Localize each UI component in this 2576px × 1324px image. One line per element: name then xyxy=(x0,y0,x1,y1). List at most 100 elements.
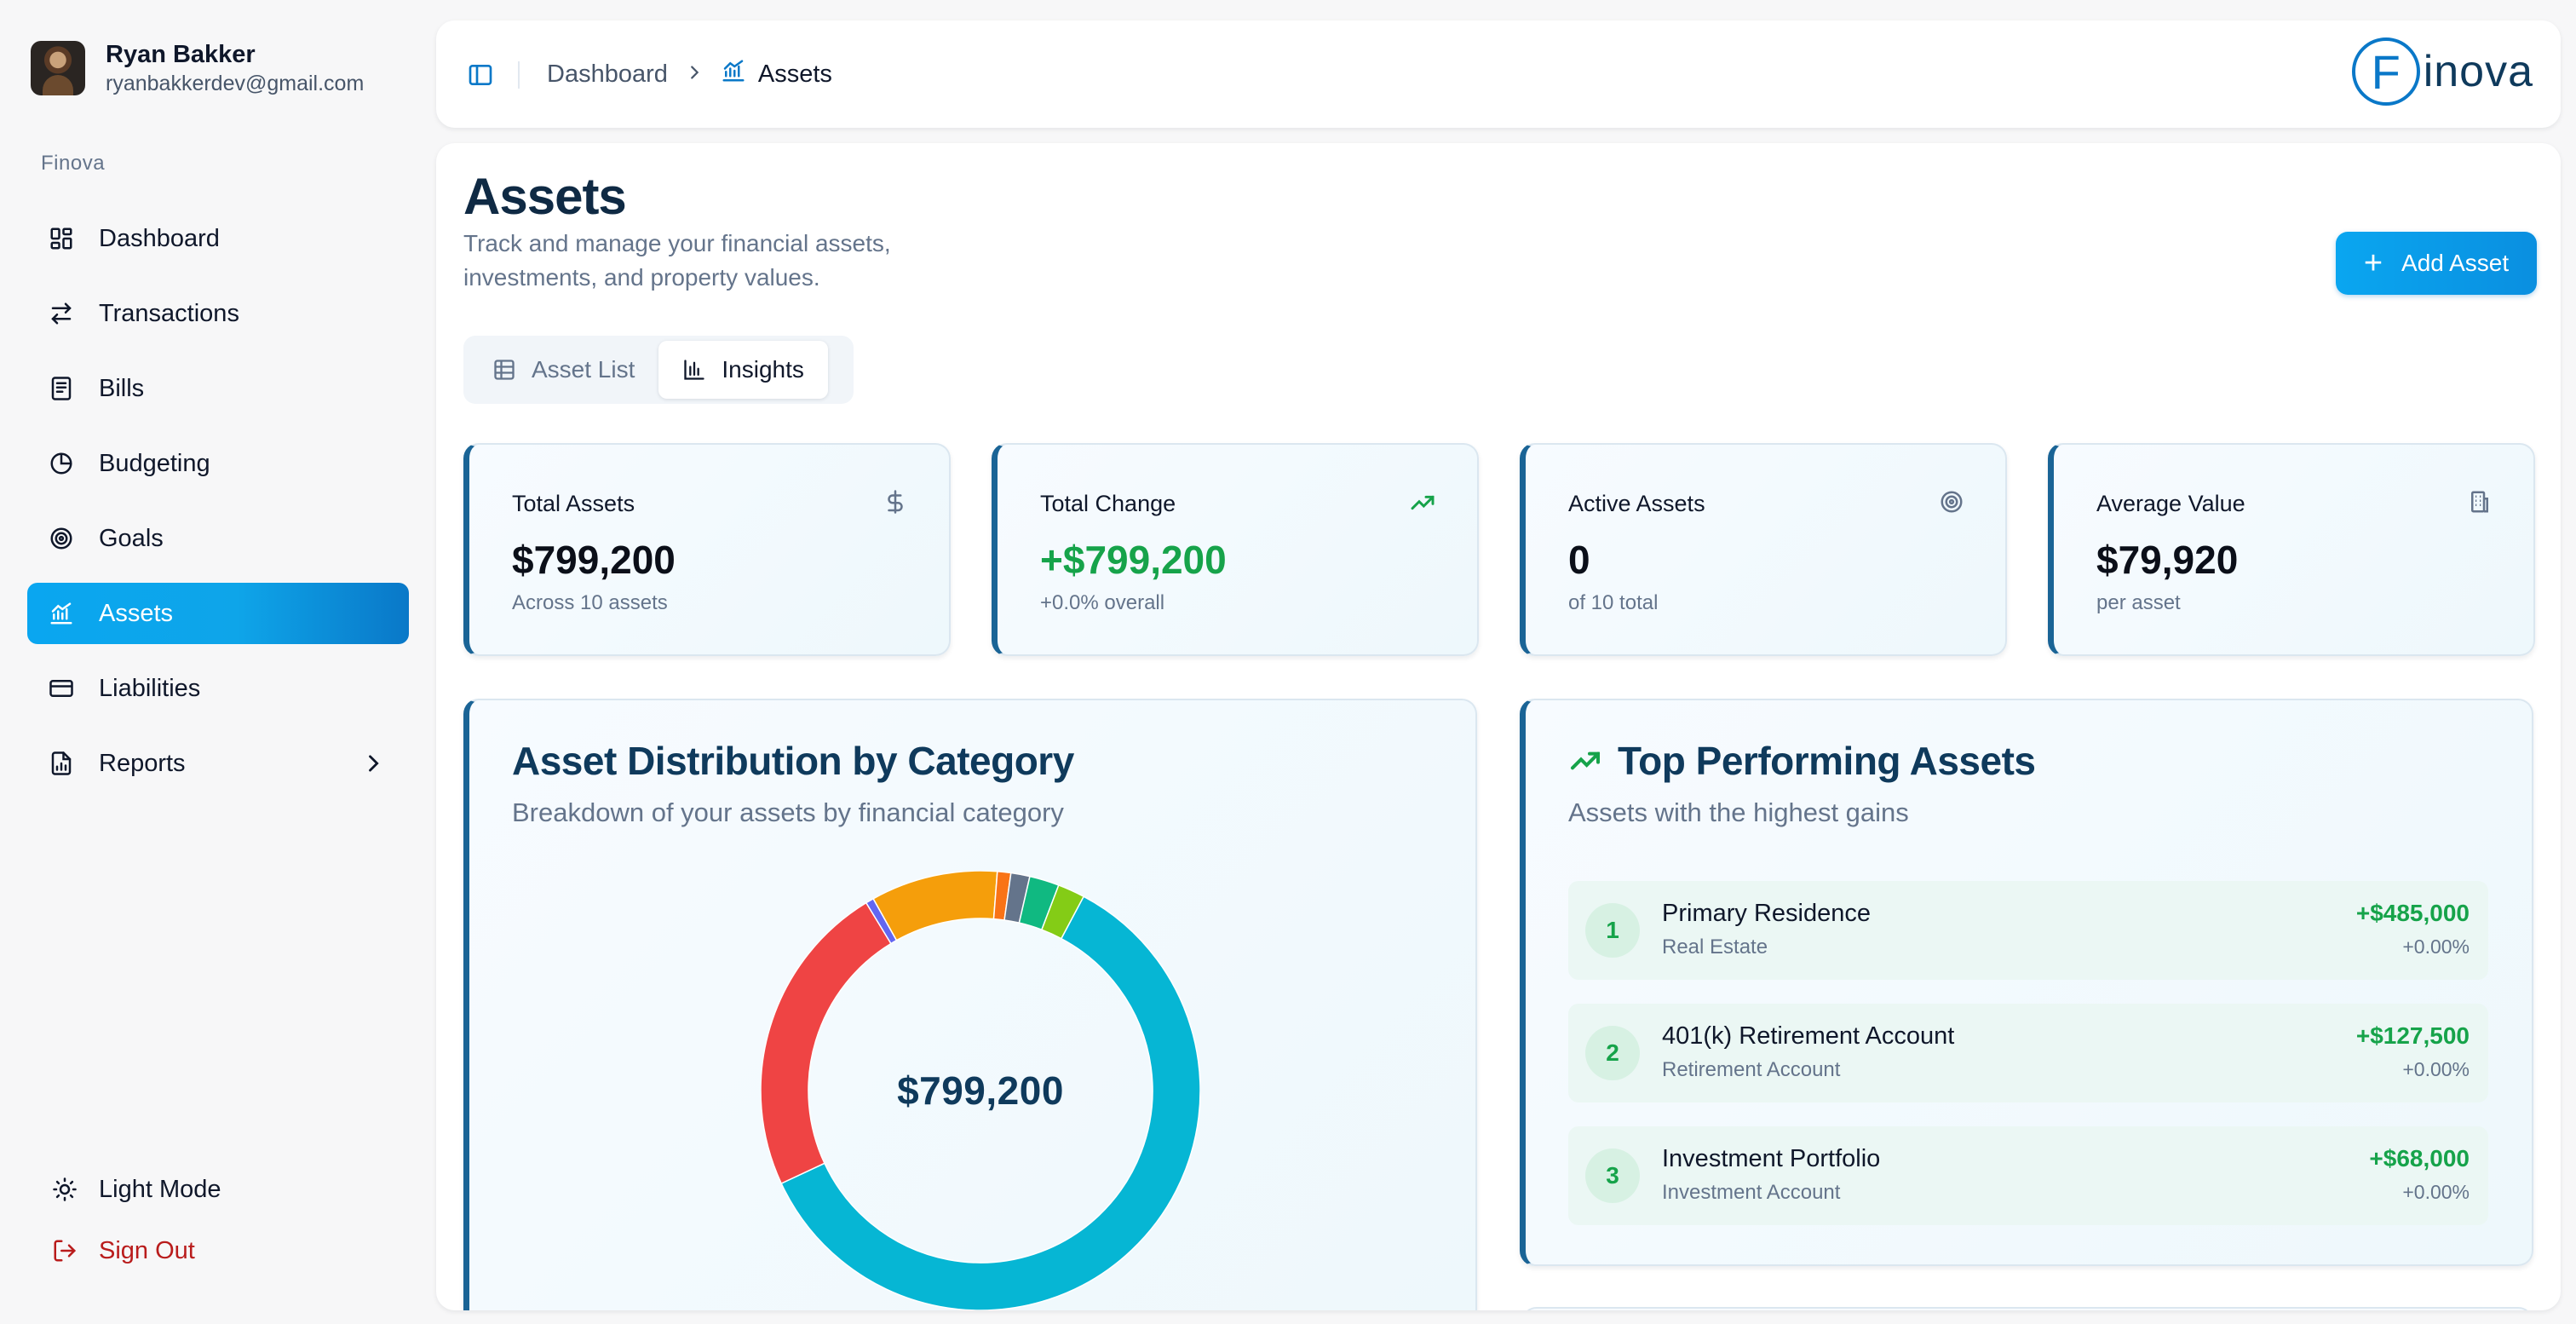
asset-distribution-card: Asset Distribution by Category Breakdown… xyxy=(463,699,1477,1310)
view-tabs: Asset List Insights xyxy=(463,336,854,404)
sidebar-item-label: Bills xyxy=(99,374,145,402)
stat-label: Active Assets xyxy=(1568,491,1705,516)
sidebar-item-reports[interactable]: Reports xyxy=(27,733,409,794)
stat-subtext: Across 10 assets xyxy=(512,591,668,614)
next-card-peek xyxy=(1521,1307,2533,1310)
tab-asset-list[interactable]: Asset List xyxy=(469,341,658,399)
sidebar-footer: Light Mode Sign Out xyxy=(51,1176,221,1298)
trend-up-icon xyxy=(1568,744,1602,778)
breadcrumb-assets: Assets xyxy=(757,60,832,88)
sidebar-item-goals[interactable]: Goals xyxy=(27,508,409,569)
sidebar-item-assets[interactable]: Assets xyxy=(27,583,409,644)
sidebar-toggle-icon[interactable] xyxy=(467,61,494,93)
sidebar-nav: Dashboard Transactions Bills Budgeting G… xyxy=(27,208,409,808)
page-title: Assets xyxy=(463,168,627,225)
chevron-right-icon xyxy=(685,60,704,89)
card-title: Asset Distribution by Category xyxy=(512,739,1074,783)
rank-badge: 1 xyxy=(1585,903,1640,958)
light-mode-toggle[interactable]: Light Mode xyxy=(51,1176,221,1203)
chart-icon xyxy=(48,600,75,627)
asset-category: Real Estate xyxy=(1662,935,1768,958)
tab-label: Insights xyxy=(722,356,804,383)
main-panel: Assets Track and manage your financial a… xyxy=(436,143,2561,1310)
sign-out-label: Sign Out xyxy=(99,1236,195,1264)
stat-value: $79,920 xyxy=(2096,538,2239,582)
sidebar-item-label: Budgeting xyxy=(99,449,210,477)
building-icon xyxy=(2467,489,2493,519)
card-title-text: Top Performing Assets xyxy=(1618,739,2036,783)
user-profile[interactable]: Ryan Bakker ryanbakkerdev@gmail.com xyxy=(31,39,364,97)
sidebar-item-budgeting[interactable]: Budgeting xyxy=(27,433,409,494)
avatar xyxy=(31,41,85,95)
logo-mark: F xyxy=(2351,37,2420,106)
stat-subtext: +0.0% overall xyxy=(1040,591,1165,614)
sidebar-section-label: Finova xyxy=(41,152,106,175)
asset-gain: +$485,000 xyxy=(2355,900,2470,926)
arrows-icon xyxy=(48,300,75,327)
donut-center-total: $799,200 xyxy=(897,1068,1064,1113)
sidebar-item-label: Transactions xyxy=(99,299,239,327)
sidebar: Ryan Bakker ryanbakkerdev@gmail.com Fino… xyxy=(0,0,426,1324)
stat-subtext: per asset xyxy=(2096,591,2181,614)
light-mode-label: Light Mode xyxy=(99,1175,221,1203)
sign-out-icon xyxy=(51,1237,78,1264)
list-item[interactable]: 2 401(k) Retirement Account Retirement A… xyxy=(1568,1004,2488,1102)
sign-out-button[interactable]: Sign Out xyxy=(51,1237,221,1264)
rank-badge: 3 xyxy=(1585,1148,1640,1203)
donut-chart xyxy=(761,871,1200,1310)
asset-name: Primary Residence xyxy=(1662,900,1871,927)
card-title: Top Performing Assets xyxy=(1568,738,2036,784)
sidebar-item-label: Dashboard xyxy=(99,224,220,252)
add-asset-button[interactable]: + Add Asset xyxy=(2336,232,2537,295)
plus-icon: + xyxy=(2363,245,2383,281)
donut-slice-7[interactable] xyxy=(1040,884,1085,940)
table-icon xyxy=(492,358,516,382)
trend-up-icon xyxy=(1409,489,1436,521)
user-email: ryanbakkerdev@gmail.com xyxy=(106,72,365,95)
tab-insights[interactable]: Insights xyxy=(658,341,828,399)
stat-subtext: of 10 total xyxy=(1568,591,1659,614)
sidebar-item-label: Goals xyxy=(99,524,164,552)
pie-icon xyxy=(48,450,75,477)
stat-card-total-change: Total Change +$799,200 +0.0% overall xyxy=(992,443,1479,656)
page-subtitle: Track and manage your financial assets, … xyxy=(463,230,891,291)
stat-label: Average Value xyxy=(2096,491,2245,516)
sidebar-item-label: Assets xyxy=(99,599,174,627)
target-icon xyxy=(1939,489,1964,519)
dollar-icon xyxy=(883,489,908,519)
stat-value: +$799,200 xyxy=(1040,538,1227,582)
sidebar-item-dashboard[interactable]: Dashboard xyxy=(27,208,409,269)
finova-logo: F inova xyxy=(2351,37,2533,106)
top-bar: Dashboard Assets F inova xyxy=(436,20,2561,128)
sidebar-item-transactions[interactable]: Transactions xyxy=(27,283,409,344)
asset-gain-pct: +0.00% xyxy=(2402,1181,2470,1203)
sidebar-item-liabilities[interactable]: Liabilities xyxy=(27,658,409,719)
target-icon xyxy=(48,525,75,552)
asset-gain-pct: +0.00% xyxy=(2402,935,2470,958)
toolbar-divider xyxy=(518,61,520,89)
asset-name: 401(k) Retirement Account xyxy=(1662,1022,1955,1050)
asset-name: Investment Portfolio xyxy=(1662,1145,1881,1172)
asset-gain: +$127,500 xyxy=(2355,1022,2470,1049)
chevron-right-icon[interactable] xyxy=(361,751,385,782)
sidebar-item-bills[interactable]: Bills xyxy=(27,358,409,419)
list-item[interactable]: 3 Investment Portfolio Investment Accoun… xyxy=(1568,1126,2488,1225)
dashboard-icon xyxy=(48,225,75,252)
asset-gain-pct: +0.00% xyxy=(2402,1058,2470,1080)
breadcrumb: Dashboard Assets xyxy=(547,58,832,90)
sun-icon xyxy=(51,1176,78,1203)
report-icon xyxy=(48,750,75,777)
tab-label: Asset List xyxy=(532,356,635,383)
stat-card-active-assets: Active Assets 0 of 10 total xyxy=(1520,443,2007,656)
bar-chart-icon xyxy=(682,358,706,382)
card-subtitle: Assets with the highest gains xyxy=(1568,797,1909,827)
breadcrumb-dashboard[interactable]: Dashboard xyxy=(547,60,668,88)
donut-slice-0[interactable] xyxy=(780,895,1200,1310)
asset-gain: +$68,000 xyxy=(2369,1145,2470,1171)
asset-category: Investment Account xyxy=(1662,1181,1841,1204)
receipt-icon xyxy=(48,375,75,402)
list-item[interactable]: 1 Primary Residence Real Estate +$485,00… xyxy=(1568,881,2488,980)
user-name: Ryan Bakker xyxy=(106,41,256,68)
stat-label: Total Change xyxy=(1040,491,1176,516)
credit-card-icon xyxy=(48,675,75,702)
